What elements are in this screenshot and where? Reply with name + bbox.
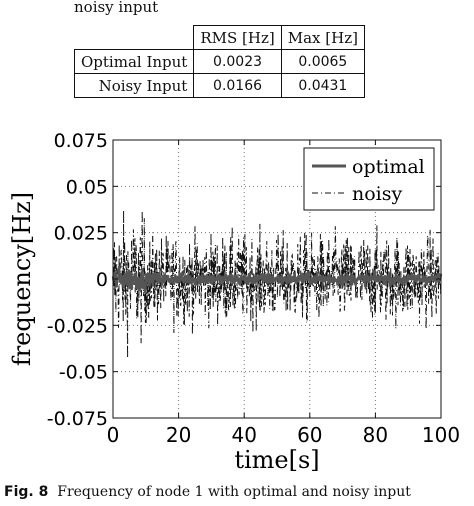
y-tick-label: 0.075 [54,130,108,152]
series-optimal [111,265,443,294]
x-tick-label: 40 [231,423,256,447]
x-tick-label: 0 [107,423,120,447]
table-header-corner [74,25,195,50]
frequency-chart: 0 20 40 60 80 100 0.075 0.05 0.025 0 -0.025 -0.05 -0… [8,130,460,474]
table-row-label: Noisy Input [73,73,195,98]
y-tick-label: 0.05 [66,176,108,198]
legend-label-optimal: optimal [352,156,425,178]
table-row-label: Optimal Input [73,49,195,74]
table-cell-rms: 0.0023 [193,49,282,74]
x-tick-label: 80 [363,423,388,447]
figure-caption-label: Fig. 8 [4,484,49,500]
series-noisy [112,210,442,358]
legend-label-noisy: noisy [352,183,403,205]
figure-caption-text: Frequency of node 1 with optimal and noi… [57,484,411,500]
table-cell-max: 0.0065 [280,49,365,74]
y-tick-label: -0.075 [47,408,108,430]
axis-ticks: 0 20 40 60 80 100 0.075 0.05 0.025 0 -0.025 -0.05 -0… [47,130,460,447]
y-tick-label: -0.05 [59,362,108,384]
series-optimal-line [111,265,443,294]
table-caption: noisy input [74,0,159,16]
frequency-stats-table: RMS [Hz] Max [Hz] Optimal Input 0.0023 0… [73,25,365,98]
x-tick-label: 20 [166,423,191,447]
table-row: Optimal Input 0.0023 0.0065 [73,49,365,74]
y-tick-label: 0 [96,269,108,291]
table-cell-rms: 0.0166 [193,73,282,98]
chart-legend: optimal noisy [303,147,435,211]
table-header-rms: RMS [Hz] [193,25,282,50]
y-tick-label: 0.025 [54,223,108,245]
legend-box [303,147,435,211]
y-axis-label: frequency[Hz] [8,192,36,366]
table-row: Noisy Input 0.0166 0.0431 [73,73,365,98]
table-header-max: Max [Hz] [280,25,365,50]
table-header-row: RMS [Hz] Max [Hz] [74,25,365,50]
table-cell-max: 0.0431 [280,73,365,98]
figure-caption: Fig. 8 Frequency of node 1 with optimal … [4,484,411,500]
y-tick-label: -0.025 [47,315,108,337]
x-tick-label: 100 [422,423,460,447]
x-axis-label: time[s] [234,446,319,474]
x-tick-label: 60 [297,423,322,447]
series-noisy-line [112,210,442,358]
